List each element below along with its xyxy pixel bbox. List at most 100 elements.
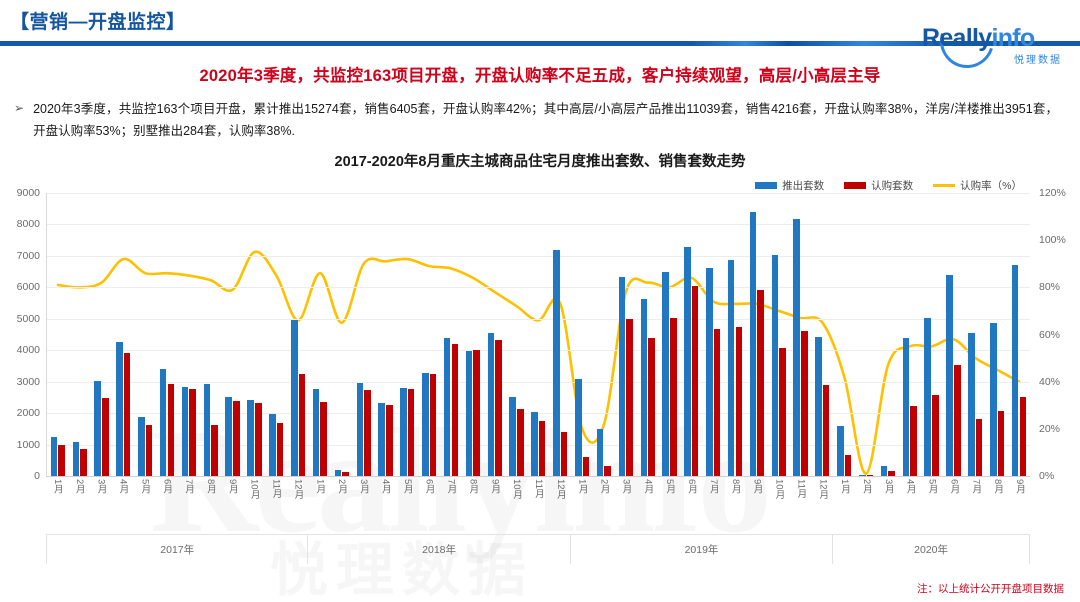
bar-push-25[interactable] [574, 379, 582, 476]
bar-push-11[interactable] [269, 413, 276, 476]
bar-push-38[interactable] [858, 475, 866, 476]
bar-sale-29[interactable] [670, 317, 677, 476]
bar-push-9[interactable] [225, 397, 233, 476]
bar-sale-9[interactable] [233, 400, 240, 476]
bar-push-39[interactable] [880, 465, 888, 476]
x-axis-tick-43: 7月 [970, 479, 982, 494]
legend-item-2[interactable]: 认购套数 [844, 178, 913, 193]
bar-sale-23[interactable] [538, 420, 546, 476]
bar-sale-10[interactable] [254, 403, 262, 476]
bar-push-28[interactable] [640, 298, 648, 476]
legend-item-3[interactable]: 认购率（%） [933, 178, 1022, 193]
bar-sale-37[interactable] [844, 454, 852, 476]
bar-sale-5[interactable] [145, 425, 153, 476]
bar-push-5[interactable] [138, 416, 145, 476]
bar-push-35[interactable] [793, 218, 800, 476]
bar-sale-38[interactable] [866, 475, 874, 476]
bar-sale-31[interactable] [713, 328, 721, 476]
bar-sale-14[interactable] [342, 471, 349, 476]
bar-sale-40[interactable] [910, 406, 917, 476]
bar-push-33[interactable] [749, 211, 757, 476]
legend-item-1[interactable]: 推出套数 [755, 178, 824, 193]
bar-sale-28[interactable] [648, 337, 655, 476]
bar-sale-17[interactable] [407, 389, 415, 476]
bar-push-34[interactable] [771, 255, 779, 476]
bar-push-21[interactable] [487, 333, 495, 476]
bar-sale-1[interactable] [58, 444, 65, 476]
bar-sale-6[interactable] [167, 383, 175, 476]
bar-sale-34[interactable] [779, 348, 786, 476]
bar-push-29[interactable] [662, 271, 669, 476]
gridline-2000 [47, 413, 1030, 415]
bar-sale-42[interactable] [953, 365, 961, 476]
bar-push-1[interactable] [50, 437, 58, 476]
bar-push-41[interactable] [924, 318, 932, 476]
bar-push-45[interactable] [1011, 265, 1019, 476]
bar-sale-25[interactable] [582, 456, 590, 476]
bar-sale-45[interactable] [1019, 397, 1027, 476]
bar-push-27[interactable] [618, 277, 626, 476]
bar-sale-15[interactable] [364, 390, 371, 476]
bar-push-24[interactable] [553, 249, 560, 476]
bar-push-15[interactable] [356, 382, 364, 476]
bar-push-3[interactable] [94, 380, 101, 476]
bar-push-10[interactable] [247, 399, 254, 476]
bar-push-40[interactable] [902, 337, 910, 476]
bar-push-17[interactable] [400, 388, 407, 476]
bar-push-18[interactable] [422, 372, 429, 476]
bar-sale-8[interactable] [211, 425, 218, 476]
bar-push-19[interactable] [443, 337, 451, 476]
bar-sale-19[interactable] [451, 343, 459, 476]
bar-push-43[interactable] [968, 332, 975, 476]
bar-push-23[interactable] [531, 411, 538, 476]
bar-sale-36[interactable] [822, 385, 830, 476]
x-axis-tick-11: 11月 [270, 479, 282, 499]
bar-sale-21[interactable] [495, 339, 502, 476]
bar-sale-7[interactable] [189, 388, 196, 476]
bar-push-6[interactable] [159, 369, 167, 476]
bar-sale-16[interactable] [386, 405, 393, 476]
bar-sale-20[interactable] [473, 349, 480, 476]
bar-push-7[interactable] [181, 387, 189, 476]
bar-push-12[interactable] [291, 320, 298, 476]
bar-push-16[interactable] [378, 403, 385, 476]
x-axis-tick-38: 2月 [861, 479, 872, 494]
bar-sale-13[interactable] [320, 401, 328, 476]
bar-push-4[interactable] [116, 341, 123, 476]
bar-sale-12[interactable] [298, 373, 306, 476]
bar-sale-30[interactable] [691, 286, 699, 476]
bar-push-36[interactable] [815, 336, 822, 476]
bar-sale-32[interactable] [735, 326, 743, 476]
bar-push-26[interactable] [596, 429, 604, 476]
bar-sale-18[interactable] [429, 373, 437, 476]
legend-swatch-1 [755, 182, 778, 189]
bar-push-13[interactable] [312, 389, 320, 476]
bar-sale-22[interactable] [517, 409, 524, 476]
bar-sale-27[interactable] [626, 319, 633, 476]
bar-push-8[interactable] [203, 383, 211, 476]
bar-sale-26[interactable] [604, 465, 612, 476]
bar-sale-24[interactable] [560, 431, 568, 476]
rate-line[interactable] [58, 252, 1019, 474]
bar-sale-35[interactable] [801, 331, 808, 476]
bar-sale-2[interactable] [80, 448, 87, 476]
bar-push-37[interactable] [837, 426, 844, 476]
bar-sale-11[interactable] [276, 423, 284, 476]
bar-push-44[interactable] [990, 322, 997, 476]
bar-push-32[interactable] [727, 259, 735, 476]
page-title: 【营销—开盘监控】 [10, 12, 186, 33]
bar-push-31[interactable] [706, 267, 713, 476]
bar-sale-43[interactable] [975, 419, 983, 476]
bar-push-22[interactable] [509, 397, 516, 476]
bar-sale-3[interactable] [102, 398, 109, 476]
bar-sale-4[interactable] [123, 352, 131, 476]
bar-sale-39[interactable] [888, 471, 895, 476]
bar-push-20[interactable] [465, 350, 473, 476]
bar-sale-33[interactable] [757, 289, 764, 476]
bar-push-30[interactable] [684, 247, 691, 476]
bar-push-2[interactable] [72, 442, 80, 476]
bar-push-42[interactable] [946, 274, 953, 476]
bar-sale-41[interactable] [932, 395, 939, 476]
bar-sale-44[interactable] [997, 410, 1005, 476]
bar-push-14[interactable] [334, 469, 342, 476]
